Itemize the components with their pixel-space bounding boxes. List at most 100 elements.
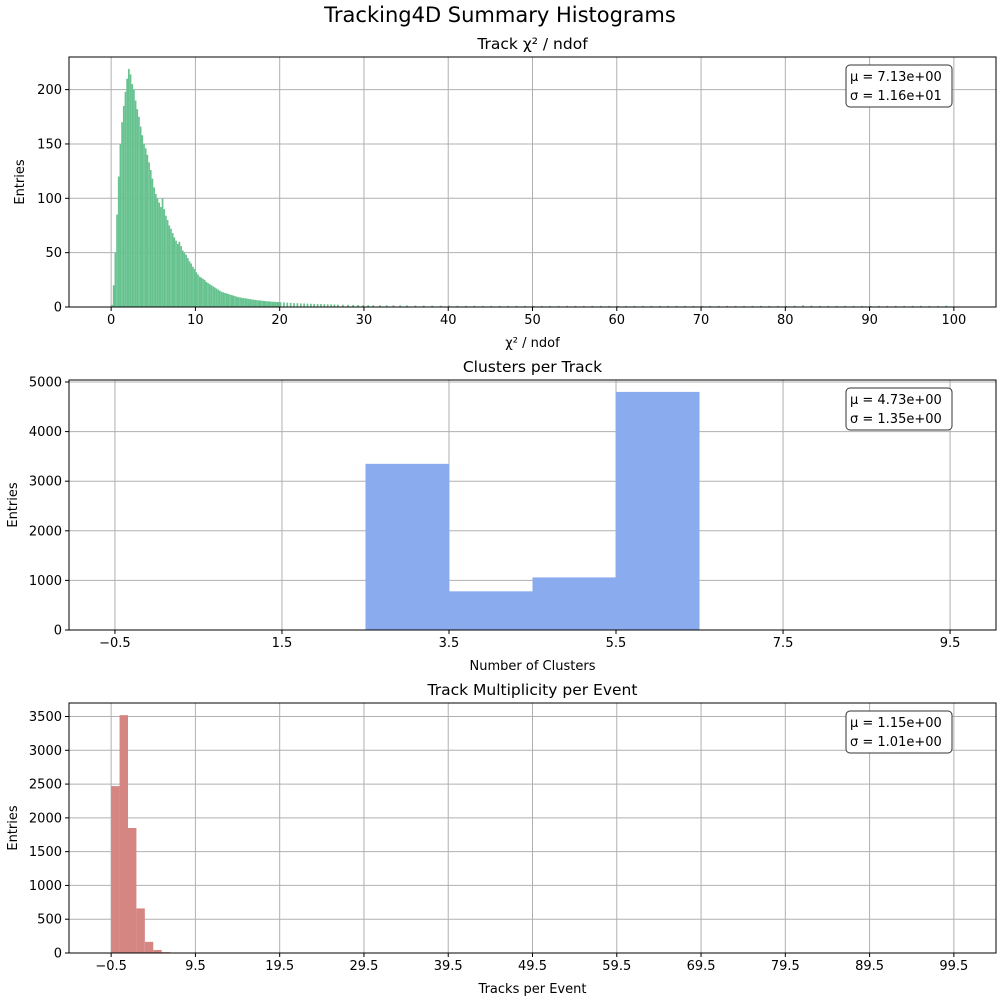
histogram-bar [136, 908, 145, 953]
histogram-bar [365, 463, 449, 630]
histogram-bar [507, 305, 509, 307]
histogram-bar [296, 303, 299, 307]
y-tick-label: 1000 [29, 879, 62, 894]
histogram-bar [146, 154, 149, 307]
histogram-bar [264, 301, 267, 307]
histogram-bar [439, 305, 442, 307]
bars [111, 68, 948, 308]
x-tick-label: −0.5 [95, 959, 127, 974]
histogram-bar [306, 303, 309, 307]
histogram-bar [793, 305, 796, 307]
histogram-bar [207, 283, 209, 307]
histogram-bar [367, 305, 370, 307]
histogram-bar [667, 305, 670, 307]
histogram-bar [316, 303, 319, 307]
stats-sigma: σ = 1.01e+00 [850, 735, 942, 750]
histogram-bar [247, 298, 250, 307]
histogram-bar [198, 276, 201, 307]
histogram-bar [323, 304, 326, 307]
histogram-bar [134, 100, 137, 307]
histogram-bar [277, 302, 280, 307]
histogram-bar [352, 304, 354, 307]
x-tick-label: 9.5 [940, 636, 961, 651]
histogram-bar [153, 949, 162, 953]
stats-box-frame [845, 64, 953, 108]
histogram-bar [869, 305, 872, 307]
histogram-bar [886, 305, 889, 307]
histogram-bar [734, 305, 737, 307]
histogram-bar [144, 941, 154, 953]
x-tick-label: 3.5 [439, 636, 460, 651]
histogram-bar [810, 305, 813, 307]
y-tick-label: 2000 [29, 811, 62, 826]
y-tick-label: 100 [37, 192, 62, 207]
histogram-bar [431, 305, 434, 307]
histogram-bar [186, 258, 189, 307]
histogram-bar [171, 233, 174, 307]
histogram-bar [692, 305, 695, 307]
histogram-bar [256, 300, 258, 307]
x-axis-label: χ² / ndof [505, 336, 560, 351]
stats-box: μ = 1.15e+00 σ = 1.01e+00 [845, 710, 953, 754]
histogram-bar [257, 300, 260, 307]
histogram-bar [154, 193, 157, 307]
figure-title: Tracking4D Summary Histograms [323, 3, 676, 27]
histogram-bar [392, 305, 395, 307]
histogram-bar [608, 305, 611, 307]
histogram-bar [237, 297, 240, 307]
x-axis-label: Number of Clusters [470, 659, 596, 674]
x-tick-label: 1.5 [272, 636, 293, 651]
histogram-bar [271, 301, 273, 307]
histogram-bar [937, 305, 939, 307]
x-tick-label: 19.5 [265, 959, 294, 974]
histogram-bar [399, 305, 402, 307]
histogram-bar [190, 263, 193, 307]
y-tick-label: 3000 [29, 475, 62, 490]
y-tick-label: 3000 [29, 744, 62, 759]
histogram-bar [220, 291, 223, 307]
x-tick-label: 69.5 [687, 959, 716, 974]
histogram-bar [156, 198, 159, 307]
histogram-bar [240, 297, 243, 307]
x-tick-label: 9.5 [185, 959, 206, 974]
histogram-bar [219, 290, 221, 307]
histogram-bar [266, 301, 268, 307]
y-tick-label: 1000 [29, 574, 62, 589]
histogram-bar [333, 304, 336, 307]
x-tick-label: −0.5 [99, 636, 131, 651]
histogram-bar [178, 241, 181, 307]
histogram-bar [192, 266, 194, 307]
histogram-bar [313, 303, 316, 307]
histogram-bar [928, 305, 931, 307]
histogram-bar [320, 304, 322, 307]
histogram-bar [208, 284, 211, 307]
x-tick-label: 90 [861, 313, 878, 328]
histogram-bar [114, 252, 117, 307]
histogram-bar [229, 294, 231, 307]
histogram-bar [148, 162, 150, 307]
histogram-bar [616, 391, 700, 630]
histogram-bar [111, 786, 120, 953]
histogram-bar [124, 91, 127, 307]
histogram-bar [785, 305, 788, 307]
histogram-bar [448, 305, 450, 307]
histogram-bar [336, 304, 339, 307]
panel-title: Track χ² / ndof [476, 35, 588, 53]
x-tick-label: 99.5 [939, 959, 968, 974]
histogram-bar [481, 305, 484, 307]
x-tick-label: 20 [271, 313, 288, 328]
histogram-bar [844, 305, 846, 307]
histogram-panel-3: −0.5 9.5 19.5 29.5 39.5 49.5 59.5 69.5 79.5 89.5 9… [6, 681, 997, 997]
histogram-bar [121, 122, 123, 307]
histogram-bar [251, 299, 253, 307]
histogram-bar [448, 591, 533, 630]
histogram-bar [166, 220, 169, 307]
histogram-bar [197, 274, 199, 307]
histogram-bar [245, 298, 248, 307]
histogram-bar [161, 198, 164, 307]
stats-sigma: σ = 1.35e+00 [850, 412, 942, 427]
histogram-bar [802, 305, 804, 307]
x-tick-label: 49.5 [518, 959, 547, 974]
y-axis-label: Entries [13, 159, 28, 205]
histogram-bar [269, 301, 272, 307]
